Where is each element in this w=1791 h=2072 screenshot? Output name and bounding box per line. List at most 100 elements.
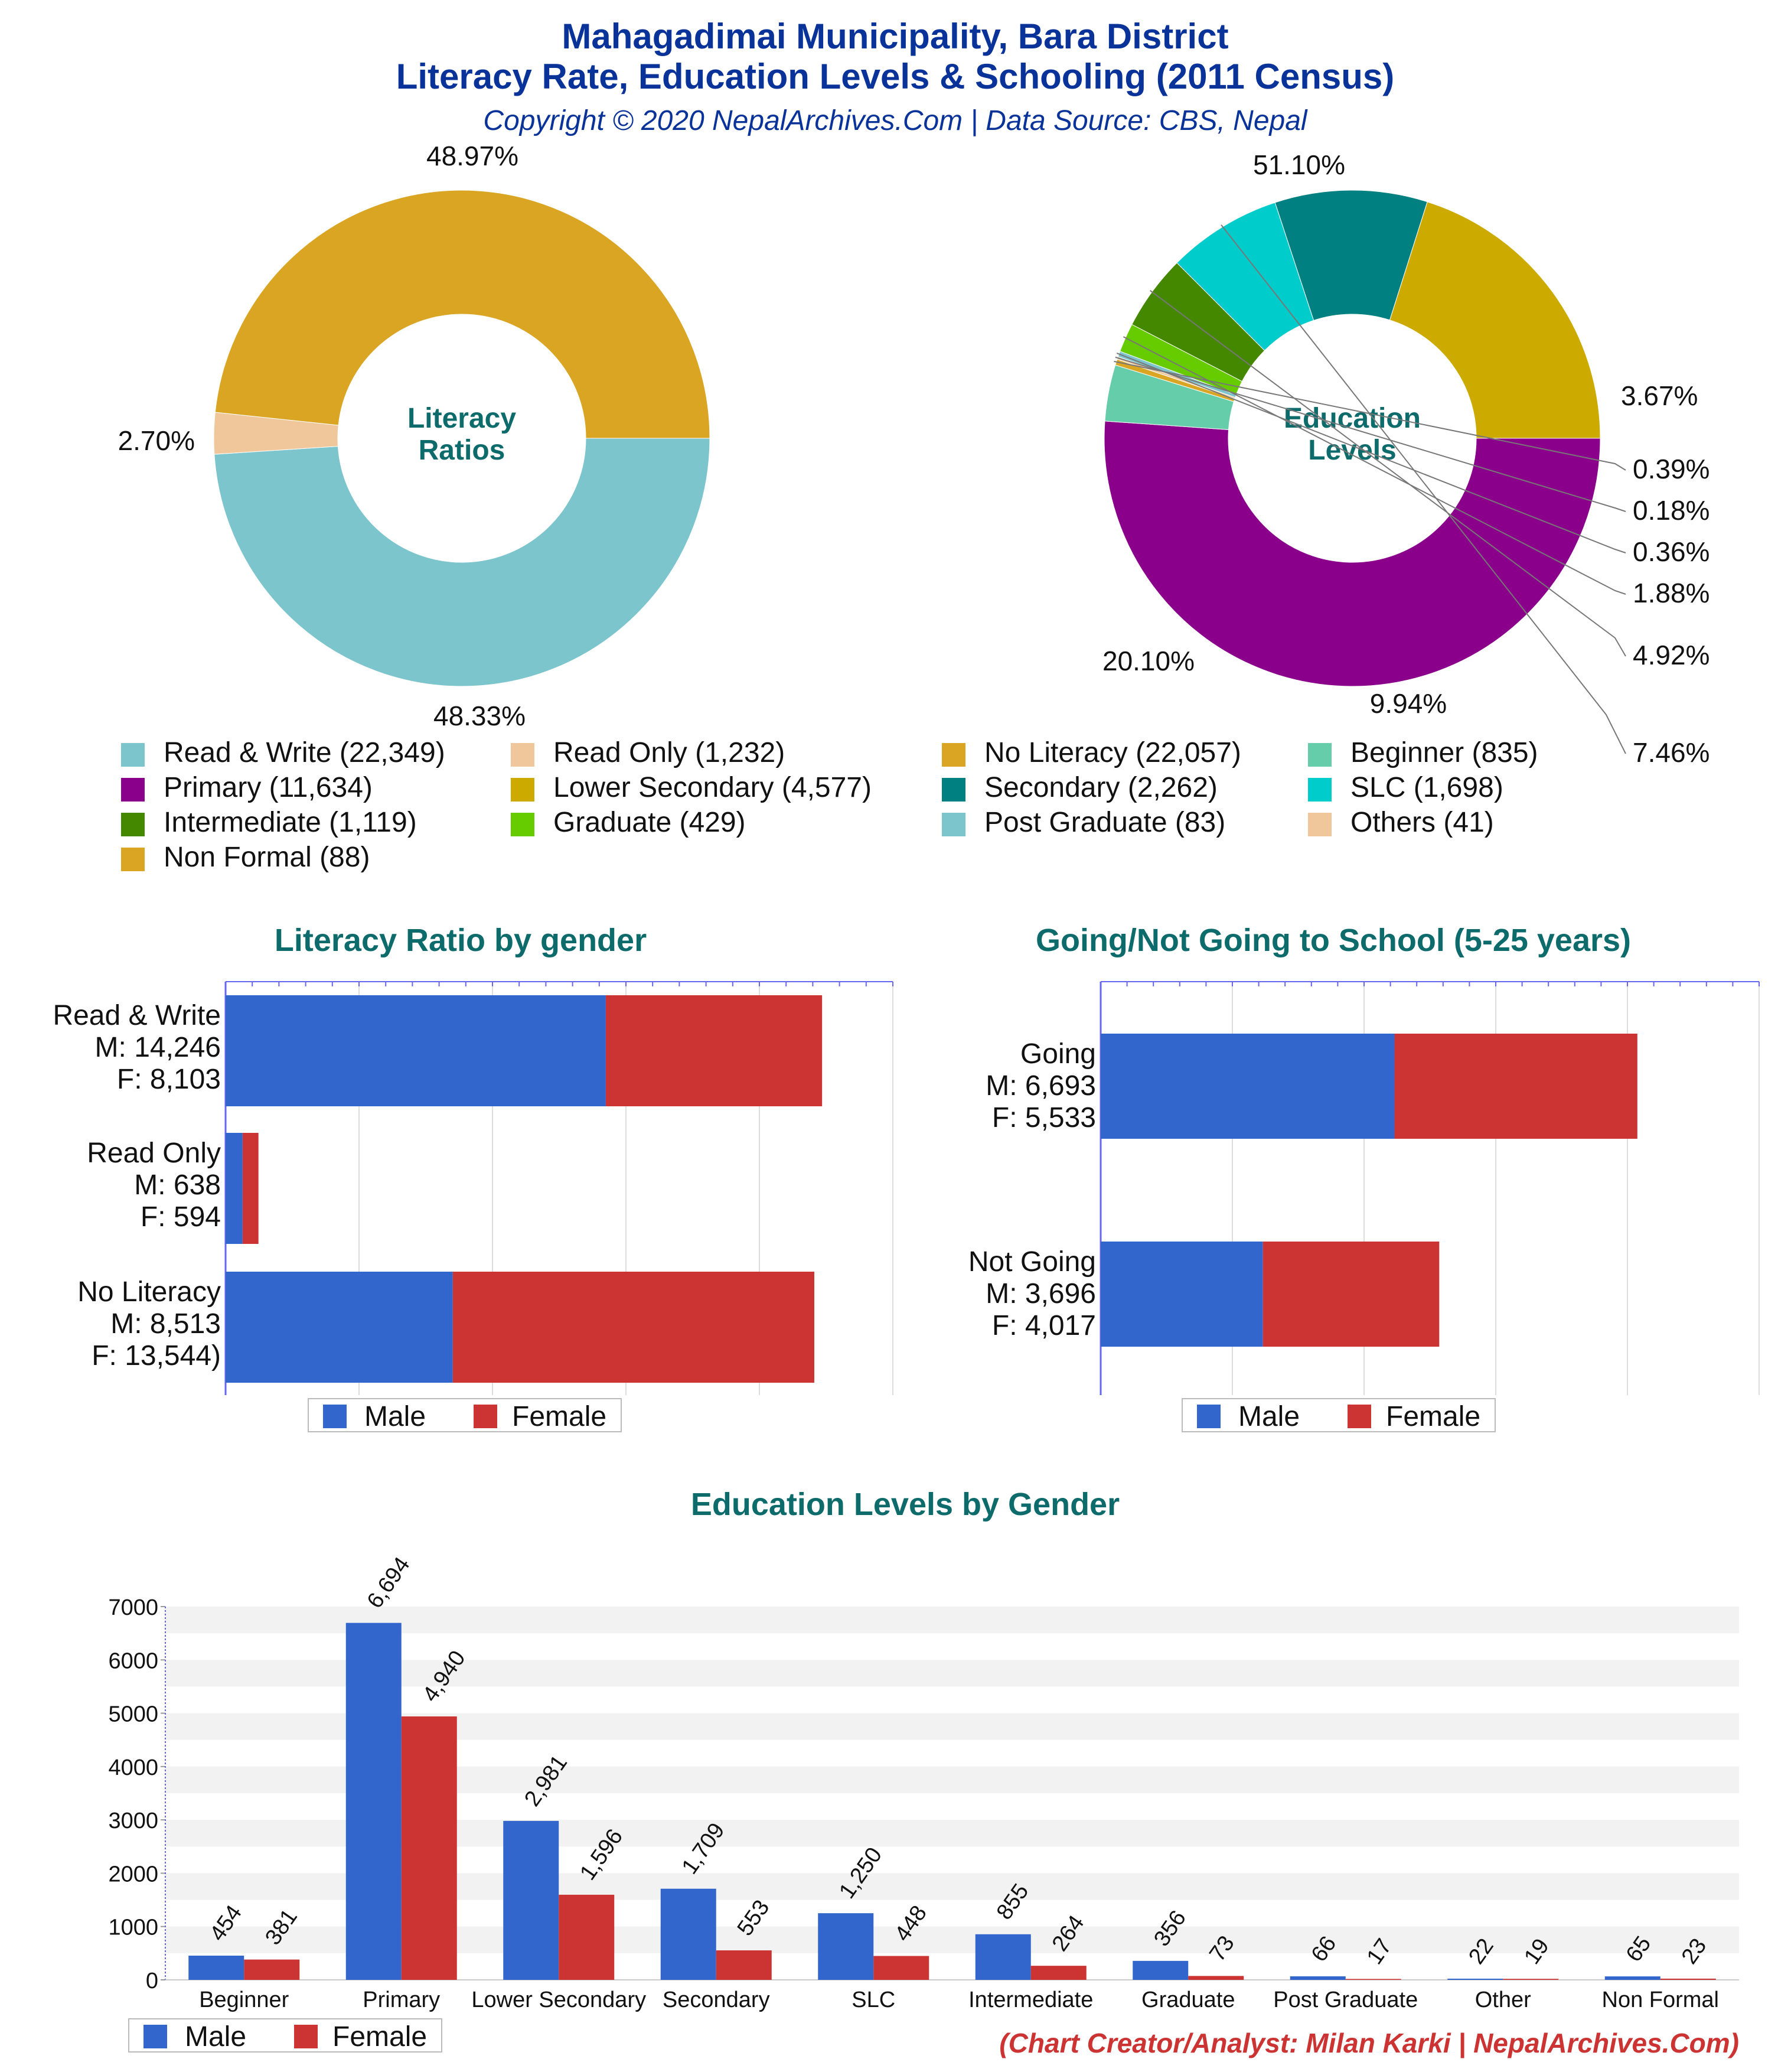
legend-item-intermediate-1-119: Intermediate (1,119) xyxy=(164,807,417,838)
bar-female-non-formal xyxy=(1660,1978,1716,1980)
percent-label-intermediate: 4.92% xyxy=(1633,640,1710,670)
category-label-going: Going xyxy=(1020,1038,1096,1070)
y-tick-label: 5000 xyxy=(108,1702,158,1727)
bar-male-non-formal xyxy=(1604,1976,1660,1980)
slice-secondary xyxy=(1274,190,1428,321)
bar-female-slc xyxy=(873,1956,929,1980)
percent-label-others: 0.18% xyxy=(1633,495,1710,526)
legend-item-others-41: Others (41) xyxy=(1350,807,1494,838)
legend-swatch xyxy=(511,813,534,836)
legend-label-male: Male xyxy=(1238,1401,1300,1432)
bar-male-other xyxy=(1447,1979,1503,1980)
leader-line xyxy=(1221,224,1626,754)
legend-swatch xyxy=(1308,778,1332,802)
legend-item-non-formal-88: Non Formal (88) xyxy=(164,842,370,873)
legend-swatch xyxy=(121,743,145,767)
main-title-line1: Mahagadimai Municipality, Bara District xyxy=(562,17,1228,56)
bar-female-not-going xyxy=(1262,1242,1440,1347)
school-going-title: Going/Not Going to School (5-25 years) xyxy=(1036,923,1631,958)
literacy-by-gender-title: Literacy Ratio by gender xyxy=(275,923,647,958)
category-label-going: M: 6,693 xyxy=(986,1070,1096,1102)
bar-male-intermediate xyxy=(975,1934,1031,1980)
legend-swatch xyxy=(942,778,965,802)
legend-label-male: Male xyxy=(364,1401,426,1432)
chart-credit: (Chart Creator/Analyst: Milan Karki | Ne… xyxy=(999,2028,1739,2058)
category-label-no-literacy: M: 8,513 xyxy=(110,1308,221,1340)
legend-swatch xyxy=(1308,813,1332,836)
y-tick-label: 4000 xyxy=(108,1755,158,1780)
legend-label-female: Female xyxy=(332,2021,427,2053)
x-tick-label-lower-secondary: Lower Secondary xyxy=(471,1988,646,2012)
bar-male-post-graduate xyxy=(1290,1976,1346,1980)
category-label-read-only: F: 594 xyxy=(141,1201,221,1233)
category-label-read-write: F: 8,103 xyxy=(117,1064,221,1095)
slice-read-write xyxy=(214,438,710,687)
bar-male-not-going xyxy=(1101,1242,1263,1347)
category-label-read-only: Read Only xyxy=(87,1138,221,1169)
legend-swatch xyxy=(121,778,145,802)
legend-swatch xyxy=(511,743,534,767)
legend-swatch-male xyxy=(323,1405,347,1428)
x-tick-label-beginner: Beginner xyxy=(199,1988,289,2012)
legend-item-post-graduate-83: Post Graduate (83) xyxy=(984,807,1225,838)
legend-swatch-female xyxy=(1348,1405,1371,1428)
leader-line xyxy=(1150,290,1626,657)
bar-female-read-write xyxy=(605,995,823,1106)
legend-item-read-write-22-349: Read & Write (22,349) xyxy=(164,737,445,768)
category-label-not-going: Not Going xyxy=(968,1246,1096,1278)
legend-swatch xyxy=(121,848,145,871)
x-tick-label-other: Other xyxy=(1475,1988,1531,2012)
slice-primary xyxy=(1104,421,1601,687)
category-label-no-literacy: No Literacy xyxy=(77,1276,221,1308)
bar-female-no-literacy xyxy=(452,1272,814,1383)
main-title-line2: Literacy Rate, Education Levels & School… xyxy=(396,57,1395,96)
x-tick-label-primary: Primary xyxy=(363,1988,440,2012)
bar-female-beginner xyxy=(244,1959,300,1980)
legend-swatch xyxy=(942,813,965,836)
percent-label-read-write: 48.97% xyxy=(426,141,518,171)
leader-line xyxy=(1114,360,1626,471)
bar-female-lower-secondary xyxy=(559,1894,615,1980)
leader-line xyxy=(1123,336,1626,595)
bar-legend-box xyxy=(1182,1398,1496,1432)
grid-band xyxy=(165,1660,1739,1687)
donut-center-label: Education xyxy=(1284,403,1421,434)
bar-male-read-only xyxy=(226,1133,243,1244)
bar-legend-box xyxy=(308,1398,622,1432)
legend-swatch xyxy=(511,778,534,802)
bar-female-intermediate xyxy=(1030,1966,1087,1980)
slice-no-literacy xyxy=(214,190,710,439)
school-going-chart: Going/Not Going to School (5-25 years) G… xyxy=(968,923,1760,1432)
legend-label-female: Female xyxy=(512,1401,606,1432)
bar-male-no-literacy xyxy=(226,1272,453,1383)
y-tick-label: 3000 xyxy=(108,1809,158,1833)
percent-label-non-formal: 0.39% xyxy=(1633,454,1710,484)
legend-label-female: Female xyxy=(1386,1401,1480,1432)
legend-label-male: Male xyxy=(185,2021,246,2053)
copyright-subtitle: Copyright © 2020 NepalArchives.Com | Dat… xyxy=(483,105,1307,136)
bar-legend-box xyxy=(128,2018,442,2053)
bar-female-primary xyxy=(401,1716,457,1980)
x-tick-label-post-graduate: Post Graduate xyxy=(1273,1988,1418,2012)
bar-female-other xyxy=(1503,1979,1559,1980)
bar-female-read-only xyxy=(242,1133,259,1244)
legend-item-graduate-429: Graduate (429) xyxy=(553,807,746,838)
leader-line xyxy=(1115,356,1626,512)
percent-label-read-only: 2.70% xyxy=(118,425,195,456)
bar-female-graduate xyxy=(1188,1976,1244,1980)
bar-male-secondary xyxy=(660,1888,716,1980)
category-label-no-literacy: F: 13,544) xyxy=(92,1340,221,1371)
x-tick-label-secondary: Secondary xyxy=(663,1988,770,2012)
y-tick-label: 1000 xyxy=(108,1915,158,1940)
bar-male-graduate xyxy=(1133,1960,1189,1980)
legend-item-primary-11-634: Primary (11,634) xyxy=(164,772,373,803)
legend-swatch xyxy=(121,813,145,836)
legend-item-no-literacy-22-057: No Literacy (22,057) xyxy=(984,737,1241,768)
legend-item-slc-1-698: SLC (1,698) xyxy=(1350,772,1503,803)
legend-swatch-male xyxy=(1197,1405,1221,1428)
legend-swatch xyxy=(1308,743,1332,767)
percent-label-beginner: 3.67% xyxy=(1621,380,1698,411)
header: Mahagadimai Municipality, Bara District … xyxy=(396,17,1395,136)
percent-label-primary: 51.10% xyxy=(1253,149,1345,180)
